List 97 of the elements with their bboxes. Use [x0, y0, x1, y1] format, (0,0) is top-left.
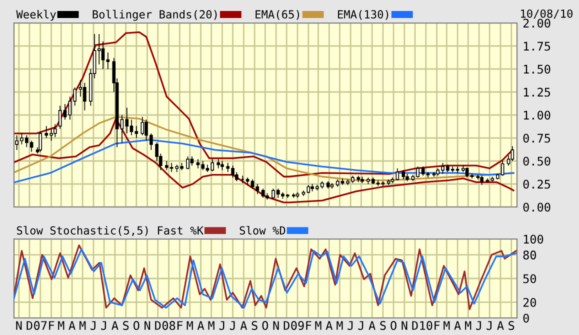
x-tick-label: J: [230, 321, 235, 330]
x-tick-label: S: [123, 321, 129, 330]
candlestick: [134, 126, 138, 138]
x-tick-label: 09: [291, 321, 304, 330]
candlestick: [220, 160, 224, 171]
candlestick: [120, 114, 124, 144]
candlestick: [465, 167, 469, 178]
y-tick-label: 1.00: [524, 110, 550, 120]
x-tick-label: A: [240, 321, 248, 330]
candlestick: [125, 107, 129, 134]
candlestick: [480, 175, 484, 186]
y-tick-label: 20: [523, 298, 536, 307]
legend-label: Slow Stochastic(5,5) Fast %K: [16, 226, 204, 236]
x-tick-label: A: [197, 321, 204, 330]
x-tick-label: N: [402, 321, 408, 330]
candlestick: [240, 175, 244, 184]
y-tick-label: 100: [524, 234, 544, 244]
x-tick-label: F: [306, 321, 312, 330]
x-tick-label: M: [465, 321, 472, 330]
candlestick: [83, 82, 86, 111]
candlestick: [130, 119, 134, 136]
x-tick-label: F: [434, 321, 440, 330]
x-tick-label: N: [273, 321, 279, 330]
candlestick: [510, 146, 514, 162]
y-tick-label: 80: [523, 250, 536, 260]
x-tick-label: N: [16, 321, 22, 330]
line-series: [14, 31, 514, 178]
x-tick-label: A: [68, 321, 76, 330]
x-tick-label: A: [497, 321, 504, 330]
x-tick-label: J: [90, 321, 96, 330]
y-tick-label: 1.50: [524, 64, 550, 74]
x-tick-label: D: [155, 321, 161, 330]
y-tick-label: 50: [523, 274, 536, 284]
x-tick-label: M: [336, 321, 343, 330]
x-tick-label: J: [486, 321, 492, 330]
candlestick: [106, 52, 110, 70]
x-tick-label: M: [80, 321, 86, 330]
candlestick: [54, 124, 57, 138]
x-tick-label: D: [284, 321, 290, 330]
x-tick-label: A: [326, 321, 333, 330]
x-tick-label: M: [315, 321, 322, 330]
x-tick-label: A: [368, 321, 376, 330]
candlestick: [396, 168, 400, 181]
x-tick-label: J: [219, 321, 224, 330]
x-tick-label: S: [252, 321, 258, 330]
x-tick-label: A: [454, 321, 461, 330]
legend-label: Slow %D: [240, 226, 286, 235]
x-tick-label: 10: [420, 321, 432, 330]
x-tick-label: O: [262, 321, 268, 330]
y-tick-label: 2.00: [523, 18, 550, 28]
candlestick: [261, 188, 265, 198]
x-tick-label: M: [444, 321, 450, 330]
legend-label: Weekly: [16, 10, 56, 21]
candlestick: [235, 172, 238, 182]
x-tick-label: O: [134, 321, 140, 330]
x-tick-label: J: [358, 321, 364, 330]
x-tick-label: J: [476, 321, 481, 330]
y-tick-label: 1.25: [524, 88, 550, 97]
candlestick: [58, 105, 62, 130]
x-tick-label: M: [208, 321, 214, 330]
line-series: [14, 118, 514, 204]
x-tick-label: J: [348, 321, 353, 330]
x-tick-label: O: [390, 321, 396, 330]
text: 10/08/10: [521, 9, 572, 19]
candlestick: [101, 40, 105, 70]
candlestick: [256, 184, 260, 195]
y-tick-label: 0.00: [523, 202, 550, 212]
candlestick: [38, 131, 42, 152]
candlestick: [63, 104, 67, 120]
x-tick-label: J: [101, 321, 106, 330]
y-tick-label: 1.75: [524, 42, 550, 51]
legend-label: Bollinger Bands(20): [92, 10, 217, 21]
x-tick-label: D: [26, 321, 32, 330]
candlestick: [190, 156, 194, 166]
candlestick: [216, 158, 220, 169]
x-tick-label: A: [112, 321, 118, 330]
candlestick: [186, 156, 190, 170]
candlestick: [402, 170, 406, 180]
x-tick-label: D: [412, 321, 418, 330]
y-tick-label: 0.75: [523, 134, 550, 143]
x-tick-label: 07: [34, 321, 47, 330]
y-tick-label: 0.25: [523, 180, 550, 189]
x-tick-label: S: [380, 321, 386, 330]
x-tick-label: N: [144, 321, 150, 330]
x-tick-label: S: [508, 321, 514, 330]
x-tick-label: M: [58, 321, 64, 330]
candlestick: [140, 116, 144, 136]
candlestick: [78, 80, 82, 98]
legend-label: EMA(65): [256, 10, 300, 20]
legend-label: EMA(130): [338, 10, 388, 20]
candlestick: [421, 166, 425, 176]
y-tick-label: 0.50: [523, 156, 550, 166]
x-tick-label: M: [186, 321, 193, 330]
x-tick-label: F: [177, 321, 183, 330]
x-tick-label: 08: [162, 321, 176, 330]
x-tick-label: F: [49, 321, 54, 330]
y-tick-label: 0: [523, 314, 529, 323]
